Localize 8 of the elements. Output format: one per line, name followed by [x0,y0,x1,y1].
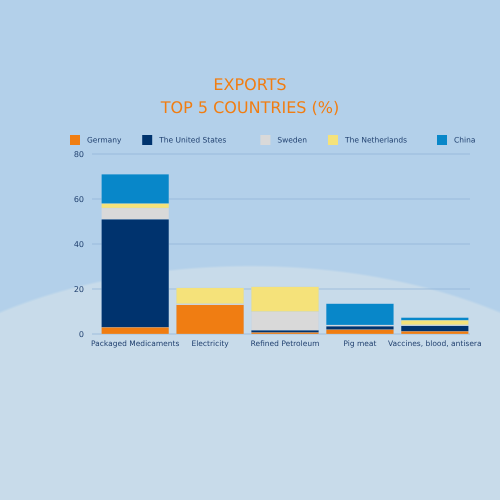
chart-title: EXPORTS [213,75,287,94]
y-tick-label: 0 [78,330,84,339]
chart-subtitle: TOP 5 COUNTRIES (%) [160,98,340,117]
bar [326,329,394,334]
y-tick-label: 40 [74,240,84,249]
y-tick-label: 60 [74,194,84,204]
y-tick-label: 20 [74,284,84,294]
y-tick-label: 80 [74,150,84,159]
